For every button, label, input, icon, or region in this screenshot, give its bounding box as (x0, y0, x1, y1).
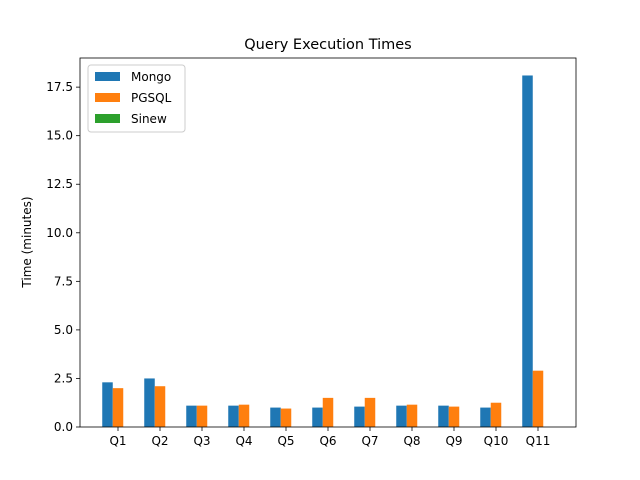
bar-pgsql-q11 (532, 370, 544, 427)
y-tick-label: 12.5 (46, 177, 73, 191)
y-axis-label: Time (minutes) (20, 196, 34, 288)
legend-swatch-sinew (95, 114, 120, 123)
bar-pgsql-q10 (490, 402, 502, 427)
bar-mongo-q7 (354, 406, 365, 427)
bar-pgsql-q6 (322, 397, 334, 427)
bar-mongo-q1 (102, 382, 113, 427)
y-tick-label: 5.0 (54, 323, 73, 337)
bar-pgsql-q9 (448, 406, 460, 427)
chart-title: Query Execution Times (244, 37, 411, 53)
x-tick-label: Q5 (277, 434, 294, 448)
legend-label-mongo: Mongo (131, 70, 171, 84)
bar-mongo-q2 (144, 378, 155, 427)
bar-mongo-q3 (186, 405, 197, 427)
y-tick-label: 0.0 (54, 420, 73, 434)
legend: Mongo PGSQL Sinew (87, 64, 186, 133)
x-tick-label: Q2 (151, 434, 168, 448)
x-tick-label: Q3 (193, 434, 210, 448)
x-tick-label: Q4 (235, 434, 252, 448)
bar-mongo-q11 (522, 75, 533, 427)
legend-label-pgsql: PGSQL (131, 91, 172, 105)
x-tick-label: Q10 (484, 434, 509, 448)
bar-pgsql-q2 (154, 386, 166, 427)
legend-label-sinew: Sinew (131, 112, 167, 126)
x-tick-label: Q1 (109, 434, 126, 448)
bar-pgsql-q8 (406, 404, 418, 427)
bar-mongo-q9 (438, 405, 449, 427)
legend-swatch-mongo (95, 72, 120, 81)
plot-area: Q1 Q2 Q3 Q4 Q5 Q6 Q7 Q8 Q9 Q10 Q11 0.0 2.5 5.0 7.5 10.0… (46, 57, 577, 448)
x-tick-label: Q11 (526, 434, 551, 448)
bar-pgsql-q3 (196, 405, 208, 427)
bar-pgsql-q5 (280, 408, 292, 427)
bar-pgsql-q7 (364, 397, 376, 427)
y-tick-label: 17.5 (46, 80, 73, 94)
bar-pgsql-q1 (112, 388, 124, 427)
bar-mongo-q6 (312, 407, 323, 427)
plot-frame (79, 57, 577, 428)
bar-mongo-q4 (228, 405, 239, 427)
bar-mongo-q10 (480, 407, 491, 427)
x-tick-label: Q7 (361, 434, 378, 448)
x-tick-label: Q6 (319, 434, 336, 448)
x-tick-label: Q9 (445, 434, 462, 448)
bar-mongo-q5 (270, 407, 281, 427)
legend-swatch-pgsql (95, 93, 120, 102)
y-tick-label: 7.5 (54, 274, 73, 288)
bar-mongo-q8 (396, 405, 407, 427)
x-tick-label: Q8 (403, 434, 420, 448)
bar-pgsql-q4 (238, 404, 250, 427)
y-tick-label: 10.0 (46, 226, 73, 240)
y-tick-label: 2.5 (54, 371, 73, 385)
y-tick-label: 15.0 (46, 129, 73, 143)
